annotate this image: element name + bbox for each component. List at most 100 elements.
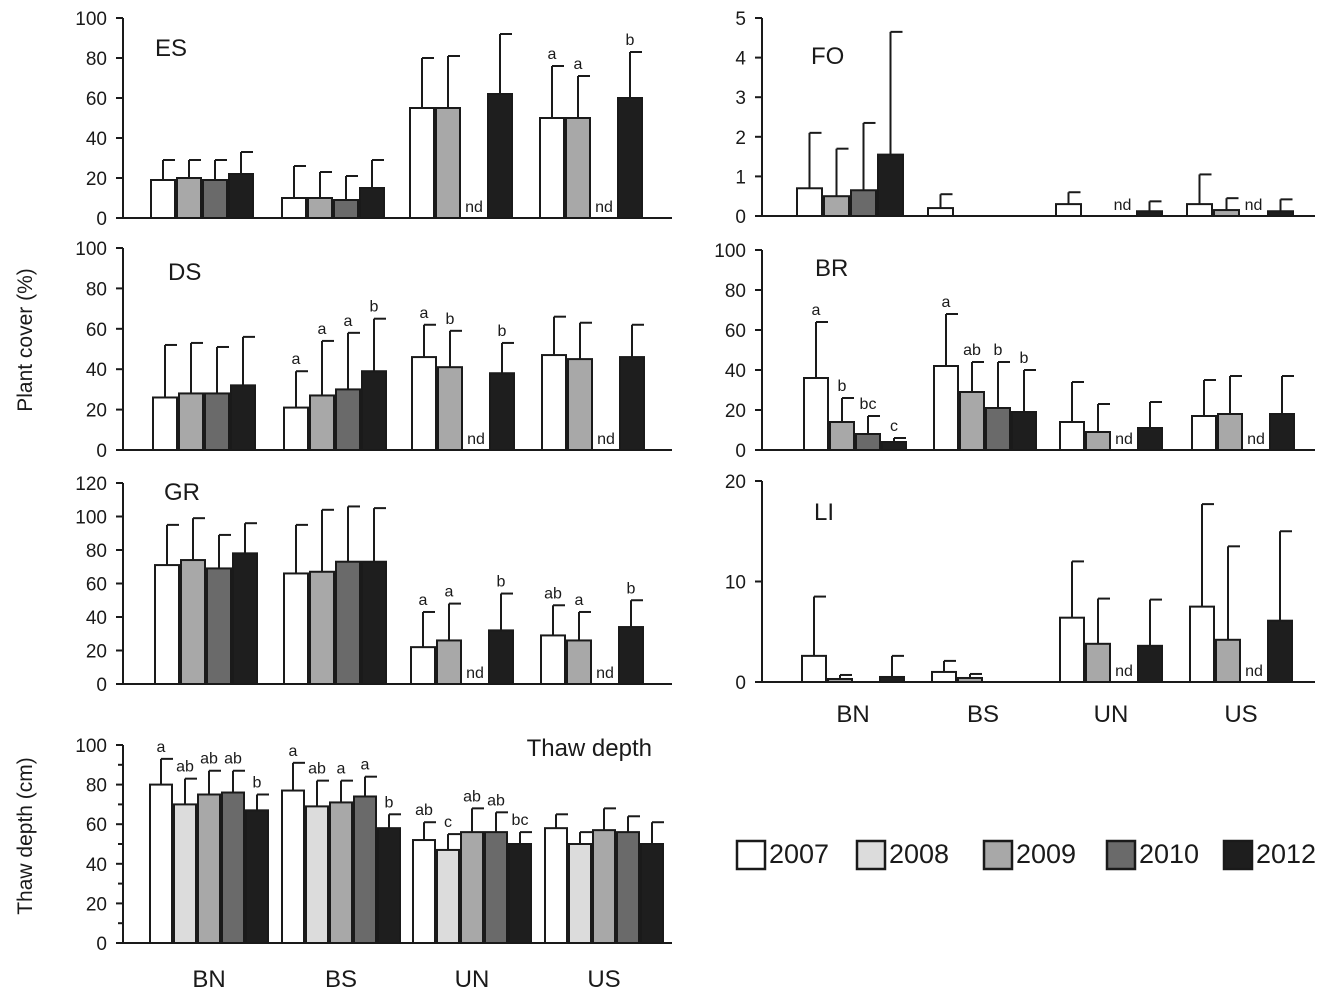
bar-td-un-2 bbox=[460, 831, 484, 944]
significance-letter: a bbox=[548, 46, 557, 63]
significance-letter: a bbox=[575, 592, 584, 609]
bar-es-bn-2 bbox=[202, 179, 228, 219]
y-tick-label: 100 bbox=[75, 9, 107, 30]
significance-letter: b bbox=[385, 794, 394, 811]
bar-gr-un-1 bbox=[436, 639, 462, 686]
bar-br-bs-3 bbox=[1011, 411, 1037, 451]
bar-td-us-2 bbox=[592, 829, 616, 945]
significance-letter: a bbox=[942, 294, 951, 311]
bar-td-bn-3 bbox=[221, 791, 245, 945]
significance-letter: ab bbox=[487, 792, 505, 809]
y-tick-label: 100 bbox=[75, 239, 107, 260]
bar-td-us-4 bbox=[640, 843, 664, 944]
bar-td-bs-1 bbox=[305, 805, 329, 944]
bar-ds-bs-1 bbox=[309, 394, 335, 451]
y-tick-label: 60 bbox=[86, 815, 107, 836]
bar-td-bn-2 bbox=[197, 793, 221, 944]
bar-td-us-3 bbox=[616, 831, 640, 944]
bar-li-un-3 bbox=[1137, 644, 1163, 684]
bar-td-bs-2 bbox=[329, 801, 353, 944]
bar-ds-bn-1 bbox=[178, 392, 204, 452]
significance-letter: a bbox=[812, 302, 821, 319]
y-tick-label: 0 bbox=[735, 207, 746, 228]
y-tick-label: 20 bbox=[86, 894, 107, 915]
y-tick-label: 80 bbox=[725, 281, 746, 302]
significance-letter: a bbox=[574, 56, 583, 73]
bar-ds-bn-2 bbox=[204, 392, 230, 452]
bar-fo-bn-2 bbox=[850, 189, 877, 217]
nd-label: nd bbox=[465, 199, 483, 216]
bar-li-un-1 bbox=[1085, 642, 1111, 683]
significance-letter: a bbox=[361, 757, 370, 774]
significance-letter: a bbox=[292, 351, 301, 368]
bar-es-un-1 bbox=[435, 107, 461, 219]
y-tick-label: 80 bbox=[86, 776, 107, 797]
significance-letter: a bbox=[318, 321, 327, 338]
bar-ds-bs-3 bbox=[361, 370, 387, 451]
y-tick-label: 3 bbox=[735, 88, 746, 109]
bar-td-un-0 bbox=[412, 839, 436, 944]
bar-br-bn-1 bbox=[829, 421, 855, 451]
x-category-label: BN bbox=[192, 966, 225, 991]
bar-td-un-3 bbox=[484, 831, 508, 944]
y-tick-label: 20 bbox=[725, 472, 746, 493]
significance-letter: bc bbox=[860, 396, 877, 413]
significance-letter: b bbox=[994, 342, 1003, 359]
bar-li-bn-0 bbox=[801, 654, 827, 683]
bar-es-bs-0 bbox=[281, 197, 307, 219]
legend-swatch-2008 bbox=[855, 839, 887, 871]
significance-letter: b bbox=[627, 580, 636, 597]
bar-gr-us-3 bbox=[618, 626, 644, 685]
bar-ds-bn-3 bbox=[230, 384, 256, 451]
bar-es-un-0 bbox=[409, 107, 435, 219]
y-tick-label: 40 bbox=[86, 360, 107, 381]
bar-li-un-0 bbox=[1059, 616, 1085, 683]
bar-es-bn-0 bbox=[150, 179, 176, 219]
legend-swatch-2010 bbox=[1105, 839, 1137, 871]
legend-swatch-2009 bbox=[982, 839, 1014, 871]
significance-letter: ab bbox=[176, 759, 194, 776]
y-tick-label: 80 bbox=[86, 279, 107, 300]
bar-gr-bs-2 bbox=[335, 560, 361, 685]
panel-title-fo: FO bbox=[811, 43, 844, 70]
y-tick-label: 0 bbox=[96, 934, 107, 955]
bar-gr-us-0 bbox=[540, 634, 566, 685]
panel-title-es: ES bbox=[155, 35, 187, 62]
bar-td-us-1 bbox=[568, 843, 592, 944]
bar-li-us-0 bbox=[1189, 605, 1215, 683]
significance-letter: c bbox=[444, 814, 452, 831]
significance-letter: a bbox=[445, 584, 454, 601]
y-tick-label: 80 bbox=[86, 49, 107, 70]
nd-label: nd bbox=[1247, 431, 1265, 448]
bar-es-bn-1 bbox=[176, 177, 202, 219]
legend-label-2008: 2008 bbox=[889, 839, 949, 869]
y-tick-label: 60 bbox=[86, 89, 107, 110]
bar-br-us-3 bbox=[1269, 413, 1295, 451]
bar-ds-bn-0 bbox=[152, 396, 178, 452]
bar-li-us-3 bbox=[1267, 619, 1293, 684]
bar-td-bs-4 bbox=[377, 827, 401, 944]
nd-label: nd bbox=[1115, 663, 1133, 680]
y-tick-label: 20 bbox=[86, 169, 107, 190]
bar-es-us-1 bbox=[565, 117, 591, 219]
bar-es-us-3 bbox=[617, 97, 643, 219]
y-tick-label: 100 bbox=[714, 241, 746, 262]
y-tick-label: 5 bbox=[735, 9, 746, 30]
bar-li-bs-0 bbox=[931, 670, 957, 684]
x-category-label: BS bbox=[325, 966, 357, 991]
bar-ds-us-1 bbox=[567, 358, 593, 452]
significance-letter: b bbox=[370, 299, 379, 316]
y-tick-label: 0 bbox=[96, 441, 107, 462]
bar-li-bs-1 bbox=[957, 676, 983, 683]
bar-fo-un-0 bbox=[1055, 203, 1082, 217]
bar-gr-bn-3 bbox=[232, 552, 258, 685]
bar-gr-bn-0 bbox=[154, 564, 180, 686]
y-tick-label: 10 bbox=[725, 573, 746, 594]
bar-br-bn-3 bbox=[881, 441, 907, 451]
bar-fo-bn-0 bbox=[796, 187, 823, 217]
significance-letter: ab bbox=[963, 342, 981, 359]
significance-letter: a bbox=[337, 761, 346, 778]
bar-td-bn-0 bbox=[149, 783, 173, 944]
significance-letter: b bbox=[446, 311, 455, 328]
